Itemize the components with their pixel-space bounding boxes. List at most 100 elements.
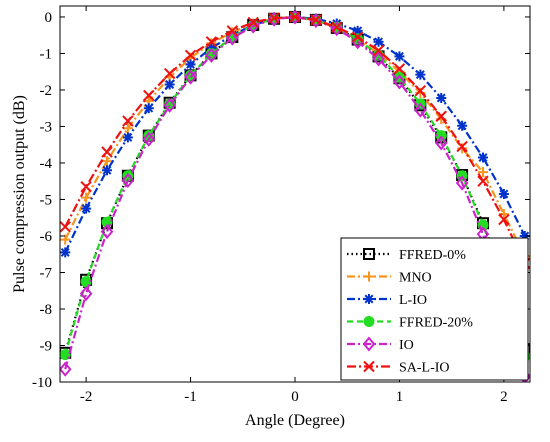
legend-label: IO (399, 338, 414, 353)
data-point-io (434, 135, 448, 151)
legend-item-mno: MNO (347, 271, 432, 286)
data-point-io (372, 51, 385, 67)
legend-box (340, 237, 529, 381)
series-sa-l-io (60, 11, 530, 270)
legend-item-ffred-20: FFRED-20% (347, 316, 473, 331)
data-point-l-io (415, 69, 426, 80)
data-point-io (330, 21, 344, 37)
data-point-sa-l-io (498, 213, 510, 226)
data-point-io (205, 47, 218, 63)
data-point-sa-l-io (435, 110, 447, 122)
data-point-sa-l-io (310, 14, 322, 26)
data-point-l-io (143, 103, 154, 114)
data-point-io (79, 286, 93, 302)
x-tick-label: 1 (396, 389, 404, 405)
data-point-sa-l-io (351, 31, 364, 43)
data-point-io (60, 361, 72, 377)
data-point-io (163, 97, 176, 113)
y-tick-label: -1 (40, 46, 53, 62)
legend-marker (363, 360, 375, 373)
legend-label: FFRED-20% (399, 316, 473, 331)
data-point-l-io (122, 132, 133, 143)
data-point-l-io (457, 120, 468, 131)
data-point-mno (60, 234, 71, 245)
data-point-io (455, 175, 469, 191)
legend-marker (364, 271, 374, 282)
data-point-sa-l-io (268, 12, 280, 24)
data-point-sa-l-io (247, 16, 259, 29)
legend-label: MNO (399, 271, 432, 286)
series-line-l-io (64, 15, 526, 253)
x-tick-label: -1 (184, 389, 197, 405)
data-point-io (142, 131, 156, 147)
data-point-sa-l-io (122, 115, 134, 127)
x-tick-label: 2 (500, 389, 508, 405)
data-point-sa-l-io (289, 11, 301, 23)
y-tick-label: -8 (40, 302, 53, 318)
data-point-l-io (373, 36, 384, 47)
data-point-io (100, 224, 114, 240)
legend-label: FFRED-0% (399, 248, 466, 263)
data-point-l-io (436, 92, 447, 103)
data-point-sa-l-io (60, 221, 71, 233)
data-point-sa-l-io (80, 180, 92, 193)
data-point-sa-l-io (226, 25, 239, 37)
legend-item-l-io: L-IO (347, 293, 427, 308)
data-point-sa-l-io (372, 44, 385, 57)
data-point-sa-l-io (205, 36, 218, 48)
y-tick-label: 0 (45, 10, 53, 26)
data-point-mno (478, 167, 488, 178)
data-point-mno (122, 123, 133, 134)
data-point-l-io (102, 165, 112, 176)
y-tick-label: -4 (40, 156, 53, 172)
y-tick-label: -2 (40, 83, 53, 99)
legend-marker (362, 336, 376, 352)
data-point-sa-l-io (143, 89, 155, 102)
y-tick-label: -3 (40, 119, 53, 135)
legend-marker (364, 294, 374, 304)
legend-marker (363, 316, 375, 327)
data-point-io (246, 18, 260, 34)
y-tick-label: -6 (40, 229, 53, 245)
ticks-layer: -2 -1 0 1 20-1-2-3-4-5-6-7-8-9-10 (32, 6, 530, 405)
data-point-io (393, 74, 406, 90)
data-point-l-io (164, 79, 175, 90)
x-tick-label: -2 (80, 389, 93, 405)
y-tick-label: -10 (32, 375, 52, 391)
data-point-io (414, 102, 427, 118)
legend-item-ffred-0: FFRED-0% (347, 248, 466, 263)
y-tick-label: -9 (40, 338, 53, 354)
series-l-io (60, 11, 530, 258)
data-point-mno (81, 192, 92, 203)
data-point-l-io (394, 51, 405, 62)
data-point-sa-l-io (184, 49, 197, 61)
data-point-io (121, 172, 135, 189)
data-point-sa-l-io (101, 146, 113, 158)
data-point-sa-l-io (163, 67, 176, 80)
data-point-l-io (498, 189, 509, 199)
data-point-l-io (60, 247, 71, 258)
legend-item-io: IO (347, 336, 414, 353)
y-axis-label: Pulse compression output (dB) (11, 95, 28, 293)
data-point-sa-l-io (414, 84, 427, 97)
y-tick-label: -5 (40, 192, 53, 208)
legend-item-sa-l-io: SA-L-IO (347, 361, 450, 376)
data-point-mno (102, 156, 112, 167)
data-point-sa-l-io (393, 63, 406, 75)
data-point-io (226, 30, 239, 46)
data-point-sa-l-io (456, 140, 468, 153)
legend-label: SA-L-IO (399, 361, 450, 376)
data-point-sa-l-io (477, 175, 489, 187)
legend: FFRED-0% MNO L-IO FFRED-20% IO SA-L-IO (340, 237, 529, 381)
data-point-io (184, 69, 197, 85)
data-point-l-io (478, 152, 488, 163)
y-tick-label: -7 (40, 265, 53, 281)
data-point-l-io (81, 203, 92, 214)
x-tick-label: 0 (291, 389, 299, 405)
legend-marker (363, 248, 375, 260)
data-point-sa-l-io (331, 21, 343, 33)
legend-label: L-IO (399, 293, 427, 308)
series-layer (60, 9, 530, 382)
data-point-l-io (185, 59, 196, 70)
